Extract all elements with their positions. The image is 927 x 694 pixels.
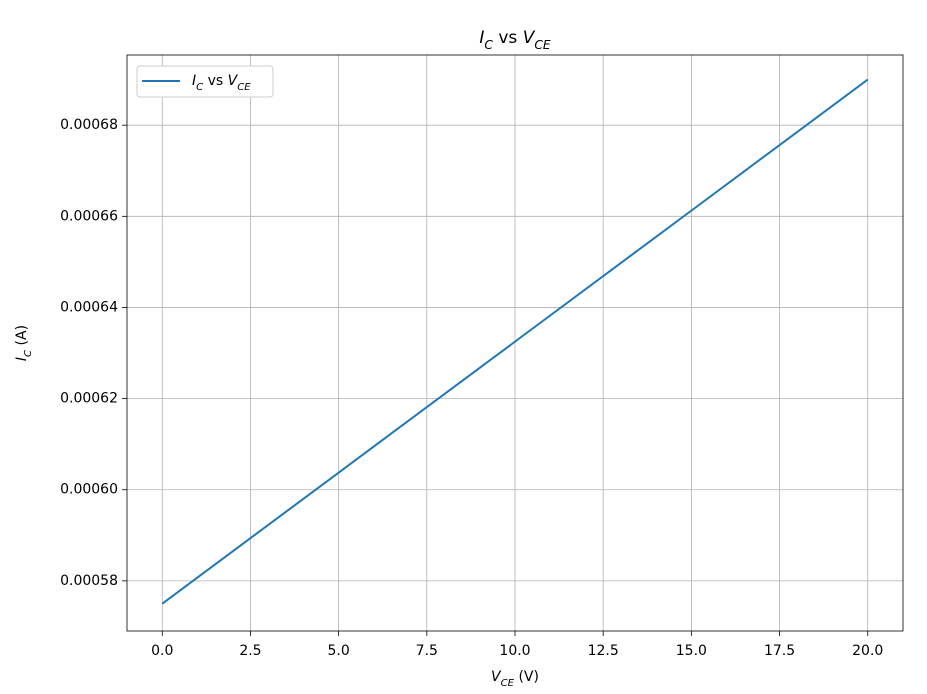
x-tick-label: 10.0 (499, 643, 530, 659)
x-tick-label: 0.0 (151, 643, 173, 659)
x-tick-label: 12.5 (588, 643, 619, 659)
x-tick-label: 15.0 (676, 643, 707, 659)
legend-label: IC vs VCE (192, 73, 251, 93)
data-line (161, 78, 869, 605)
y-tick-label: 0.00066 (60, 208, 118, 224)
x-tick-label: 7.5 (416, 643, 438, 659)
x-tick-label: 5.0 (328, 643, 350, 659)
y-tick-label: 0.00064 (60, 299, 118, 315)
y-tick-label: 0.00060 (60, 482, 118, 498)
x-tick-label: 17.5 (764, 643, 795, 659)
y-axis-label: IC (A) (14, 325, 34, 361)
x-tick-label: 2.5 (239, 643, 261, 659)
y-tick-label: 0.00068 (60, 117, 118, 133)
y-tick-label: 0.00058 (60, 573, 118, 589)
chart-title: IC vs VCE (479, 28, 550, 52)
x-tick-label: 20.0 (852, 643, 883, 659)
x-axis-label: VCE (V) (491, 669, 539, 689)
y-tick-label: 0.00062 (60, 391, 118, 407)
legend-box (136, 65, 274, 98)
plot-frame (126, 54, 904, 632)
